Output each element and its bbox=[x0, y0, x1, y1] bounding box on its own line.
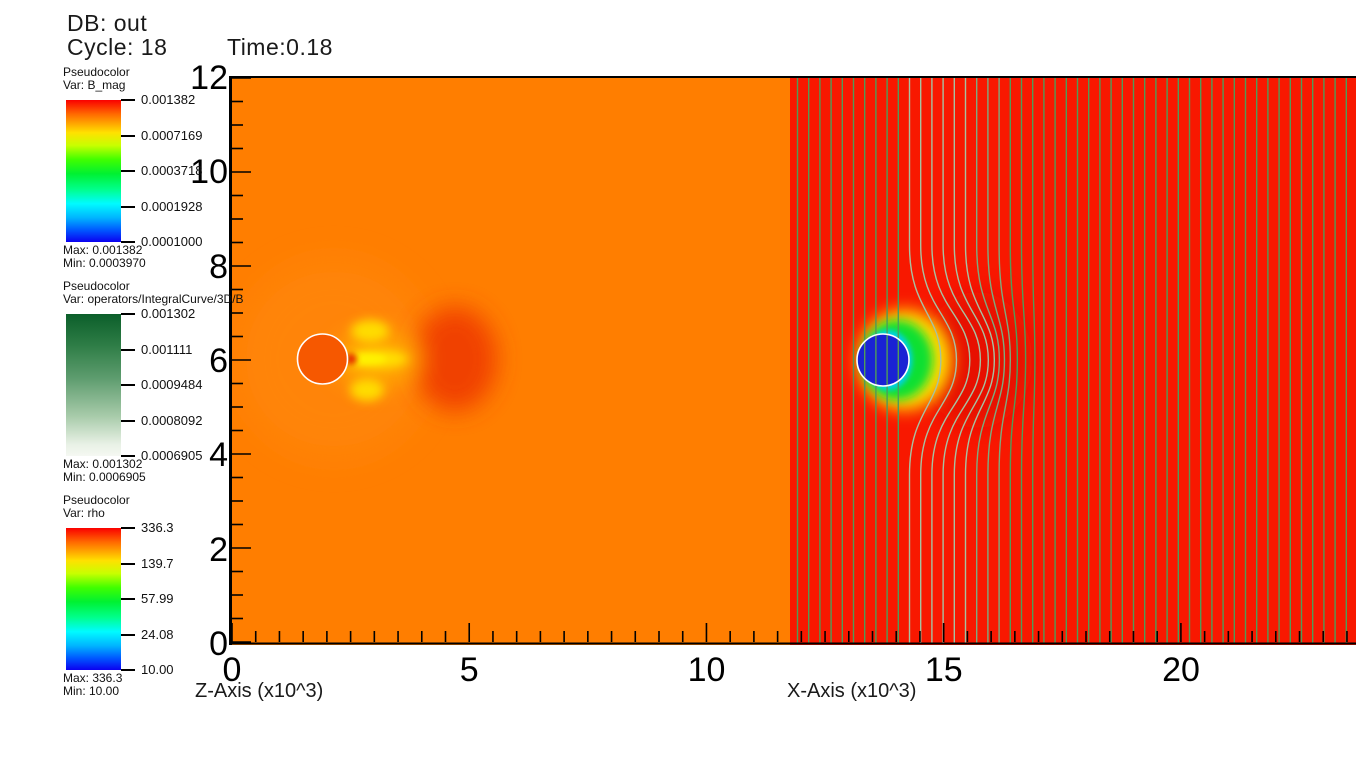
colorbar-integral-curve bbox=[66, 314, 121, 456]
legend-integral-curve: Pseudocolor Var: operators/IntegralCurve… bbox=[63, 279, 323, 484]
database-label: DB: out bbox=[67, 10, 148, 36]
magnetic-field-lines bbox=[796, 78, 1347, 643]
time-label: Time:0.18 bbox=[227, 34, 333, 60]
y-axis-tick-label: 2 bbox=[209, 530, 228, 569]
left-yellow-blob-upper bbox=[351, 320, 389, 342]
y-axis-tick-label: 8 bbox=[209, 247, 228, 286]
x-axis-tick-label: 20 bbox=[1162, 651, 1200, 689]
legend-tick-label: 10.00 bbox=[141, 662, 174, 677]
legend-tick-mark bbox=[121, 134, 135, 137]
legend-tick-mark bbox=[121, 669, 135, 671]
legend-tick-label: 0.0001928 bbox=[141, 198, 203, 214]
legend-rho: Pseudocolor Var: rho 336.3 139.7 57.99 24.0… bbox=[63, 493, 323, 698]
field-line bbox=[998, 78, 1012, 643]
legend-tick-label: 0.001382 bbox=[141, 92, 196, 107]
right-obstacle-circle bbox=[857, 334, 909, 386]
legend-tick-mark bbox=[121, 205, 135, 208]
x-axis-tick-label: 10 bbox=[687, 651, 726, 689]
legend-min: Min: 0.0006905 bbox=[63, 470, 146, 484]
legend-plot-type: Pseudocolor bbox=[63, 493, 130, 507]
legend-tick-mark bbox=[121, 455, 135, 457]
legend-variable: Var: rho bbox=[63, 506, 105, 520]
z-axis-title: Z-Axis (x10^3) bbox=[195, 680, 324, 702]
field-line bbox=[976, 78, 1001, 643]
colorbar-rho bbox=[66, 528, 121, 670]
field-line bbox=[908, 78, 942, 643]
legend-tick-mark bbox=[121, 241, 135, 243]
legend-max: Max: 336.3 bbox=[63, 671, 123, 685]
legend-tick-mark bbox=[121, 170, 135, 172]
legend-tick-mark bbox=[121, 598, 135, 600]
field-line bbox=[1020, 78, 1027, 643]
right-circle-outline bbox=[856, 333, 910, 387]
x-axis-tick-label: 5 bbox=[459, 651, 479, 689]
legend-plot-type: Pseudocolor bbox=[63, 279, 130, 293]
field-line bbox=[1009, 78, 1019, 643]
plot-canvas[interactable] bbox=[229, 76, 1356, 645]
field-line bbox=[953, 78, 990, 643]
colorbar-b-mag bbox=[66, 100, 121, 242]
legend-tick-container: 0.001382 0.0007169 0.0003718 0.0001928 0.000… bbox=[63, 66, 323, 266]
y-axis-tick-label: 0 bbox=[209, 625, 228, 663]
legend-tick-mark bbox=[121, 633, 135, 636]
left-yellow-blob-lower bbox=[350, 379, 384, 401]
y-axis-tick-label: 12 bbox=[190, 58, 228, 97]
legend-tick-label: 0.0003718 bbox=[141, 163, 203, 178]
legend-plot-type: Pseudocolor bbox=[63, 65, 130, 79]
legend-tick-label: 0.0009484 bbox=[141, 377, 203, 392]
legend-max: Max: 0.001302 bbox=[63, 457, 143, 471]
left-dark-red-blob bbox=[413, 307, 497, 411]
legend-tick-container: 0.001302 0.001111 0.0009484 0.0008092 0.0006… bbox=[63, 280, 323, 480]
field-line bbox=[942, 78, 982, 643]
cycle-label: Cycle: 18 bbox=[67, 34, 168, 60]
legend-variable: Var: B_mag bbox=[63, 78, 126, 92]
field-line bbox=[920, 78, 958, 643]
field-line bbox=[987, 78, 1006, 643]
pseudocolor-plot bbox=[229, 76, 1356, 645]
legend-variable: Var: operators/IntegralCurve/3D/B bbox=[63, 292, 244, 306]
y-axis-tick-label: 10 bbox=[190, 153, 228, 192]
axis-ticks bbox=[231, 77, 1348, 643]
field-line bbox=[931, 78, 971, 643]
x-axis-title: X-Axis (x10^3) bbox=[787, 680, 917, 702]
legend-min: Min: 0.0003970 bbox=[63, 256, 146, 270]
legend-min: Min: 10.00 bbox=[63, 684, 120, 698]
left-obstacle-circle bbox=[296, 333, 349, 385]
legend-tick-mark bbox=[121, 527, 135, 529]
field-line bbox=[1032, 78, 1036, 643]
legend-tick-label: 0.001302 bbox=[141, 306, 196, 321]
legend-tick-mark bbox=[121, 562, 135, 565]
y-axis-tick-label: 6 bbox=[209, 341, 228, 380]
legend-b-mag: Pseudocolor Var: B_mag 0.001382 0.0007169… bbox=[63, 65, 323, 270]
right-dark-red-blob bbox=[922, 292, 1032, 428]
legend-tick-label: 0.0006905 bbox=[141, 448, 203, 463]
x-axis-tick-label: 0 bbox=[222, 651, 242, 689]
legend-tick-label: 0.0001000 bbox=[141, 234, 203, 249]
x-axis-tick-label: 15 bbox=[924, 651, 963, 689]
y-axis-tick-label: 4 bbox=[209, 436, 228, 475]
legend-tick-mark bbox=[121, 384, 135, 386]
legend-tick-label: 57.99 bbox=[141, 591, 174, 606]
legend-tick-label: 0.0007169 bbox=[141, 127, 203, 143]
legend-tick-label: 139.7 bbox=[141, 555, 174, 571]
legend-tick-mark bbox=[121, 348, 135, 351]
legend-tick-label: 24.08 bbox=[141, 626, 174, 642]
legend-tick-mark bbox=[121, 419, 135, 422]
legend-tick-label: 336.3 bbox=[141, 520, 174, 535]
legend-tick-label: 0.0008092 bbox=[141, 412, 203, 428]
legend-max: Max: 0.001382 bbox=[63, 243, 143, 257]
legend-tick-mark bbox=[121, 313, 135, 315]
legend-tick-mark bbox=[121, 99, 135, 101]
legend-tick-label: 0.001111 bbox=[141, 341, 193, 357]
legend-tick-container: 336.3 139.7 57.99 24.08 10.00 bbox=[63, 494, 323, 694]
field-line bbox=[964, 78, 996, 643]
left-yellow-jet-core bbox=[348, 354, 386, 364]
